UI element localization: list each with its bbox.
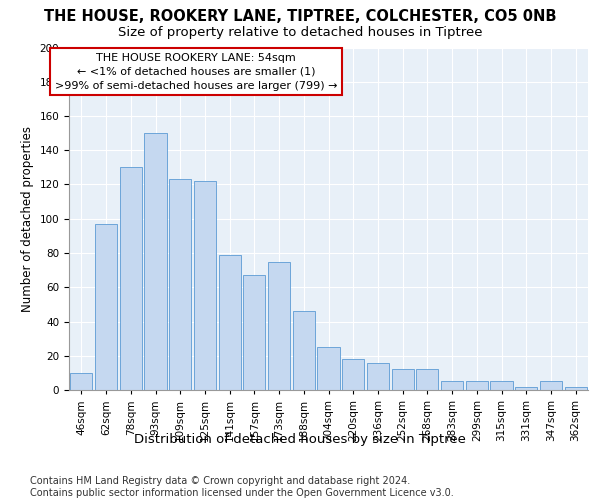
Bar [392,370,414,390]
Bar [515,386,538,390]
Text: Size of property relative to detached houses in Tiptree: Size of property relative to detached ho… [118,26,482,39]
Bar [367,362,389,390]
Bar [268,262,290,390]
Bar [565,386,587,390]
Y-axis label: Number of detached properties: Number of detached properties [21,126,34,312]
Bar [317,347,340,390]
Bar [490,382,512,390]
Bar [169,180,191,390]
Text: THE HOUSE ROOKERY LANE: 54sqm
← <1% of detached houses are smaller (1)
>99% of s: THE HOUSE ROOKERY LANE: 54sqm ← <1% of d… [55,52,337,90]
Bar [218,254,241,390]
Bar [416,370,439,390]
Text: THE HOUSE, ROOKERY LANE, TIPTREE, COLCHESTER, CO5 0NB: THE HOUSE, ROOKERY LANE, TIPTREE, COLCHE… [44,9,556,24]
Bar [95,224,117,390]
Bar [243,276,265,390]
Bar [194,181,216,390]
Bar [119,168,142,390]
Bar [70,373,92,390]
Bar [466,382,488,390]
Bar [441,382,463,390]
Text: Distribution of detached houses by size in Tiptree: Distribution of detached houses by size … [134,432,466,446]
Bar [342,359,364,390]
Text: Contains HM Land Registry data © Crown copyright and database right 2024.
Contai: Contains HM Land Registry data © Crown c… [30,476,454,498]
Bar [293,311,315,390]
Bar [145,133,167,390]
Bar [540,382,562,390]
